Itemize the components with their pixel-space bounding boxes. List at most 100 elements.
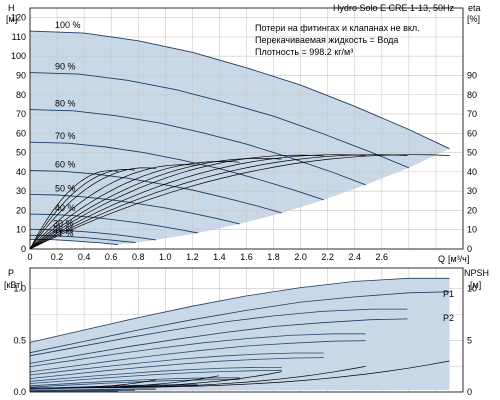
x-tick-label: 2.0 [294,252,307,262]
efficiency-curve-6 [29,161,240,250]
y2-axis-label-npsh: NPSH [464,268,489,278]
label-p1: P1 [443,289,454,299]
head-curve-2 [29,72,410,169]
speed-label: 40 % [55,203,76,213]
x-tick-label: 0 [27,252,32,262]
x-tick-label: 0.4 [78,252,91,262]
x-tick-label: 2.4 [348,252,361,262]
power-curve [29,291,450,354]
x-axis-label-q: Q [438,254,445,264]
power-curve [29,367,282,382]
y-tick-label: 0 [21,244,26,254]
efficiency-curve-1 [29,154,450,250]
y-tick-label: 20 [16,205,26,215]
y2-tick-label: 90 [467,70,477,80]
x-tick-label: 0.6 [105,252,118,262]
y-tick-label: 30 [16,186,26,196]
x-tick-label: 1.4 [213,252,226,262]
power-curve [29,318,408,364]
efficiency-curve-5 [29,157,282,250]
y2-tick-label: 40 [467,167,477,177]
efficiency-curve-4 [29,154,324,250]
y2-tick-label: 10 [467,225,477,235]
x-tick-label: 2.6 [376,252,389,262]
y2-tick-label: 10 [467,284,477,294]
efficiency-curve-9 [29,169,135,250]
y-tick-label: 10 [16,225,26,235]
y-axis-unit-p: [кВт] [4,280,23,290]
y-tick-label: 1.0 [13,284,26,294]
y-tick-label: 0.5 [13,335,26,345]
power-curve [29,379,240,388]
y2-tick-label: 20 [467,205,477,215]
x-tick-label: 0.8 [132,252,145,262]
y2-tick-label: 0 [467,387,472,397]
y2-tick-label: 70 [467,109,477,119]
operating-region [30,31,450,245]
speed-label: 70 % [55,131,76,141]
power-plot-frame [29,267,464,393]
x-tick-label: 0.2 [51,252,64,262]
head-curve-1 [29,30,450,150]
y-tick-label: 40 [16,167,26,177]
speed-label: 100 % [55,20,81,30]
y-axis-label-h: H [8,3,15,13]
speed-label: 60 % [55,160,76,170]
x-axis-unit-q: [м³/ч] [448,254,469,264]
y-tick-label: 120 [11,13,26,23]
efficiency-curve-7 [29,164,198,250]
speed-label: 30 % [53,218,74,228]
power-curve [29,308,408,357]
annotation-density: Плотность = 998.2 кг/м³ [255,47,353,57]
x-tick-label: 2.2 [321,252,334,262]
power-curve [29,369,282,384]
head-curve-5 [29,170,282,214]
annotation-liquid: Перекачиваемая жидкость = Вода [255,35,398,45]
annotation-losses: Потери на фитингах и клапанах не вкл. [255,23,420,33]
head-plot-frame [29,7,464,250]
x-tick-label: 1.8 [267,252,280,262]
y2-tick-label: 30 [467,186,477,196]
chart-title: Hydro Solo E CRE 1-13, 50Hz [333,3,455,13]
efficiency-curve-10 [29,170,119,250]
power-curve [29,390,119,392]
efficiency-curve-2 [29,154,408,250]
y-axis-unit-h: [м] [6,14,17,24]
power-region [30,278,450,391]
y2-tick-label: 5 [467,335,472,345]
y2-tick-label: 60 [467,128,477,138]
speed-label: 25 % [53,224,74,234]
npsh-curve [30,379,156,389]
y-axis-label-p: P [8,268,14,278]
head-curve-4 [29,141,324,201]
y2-axis-label-eta: eta [468,3,481,13]
speed-label: 90 % [55,62,76,72]
y-tick-label: 80 [16,90,26,100]
x-tick-label: 1.6 [240,252,253,262]
power-panel: 0.0 0.5 1.0 0 5 10 [13,267,477,397]
power-curve [29,333,366,367]
x-tick-label: 1.0 [159,252,172,262]
power-curve [29,357,324,379]
power-curve [29,377,240,387]
y2-tick-label: 0 [467,244,472,254]
power-curve [29,352,324,376]
y-tick-label: 90 [16,70,26,80]
speed-label: 80 % [55,99,76,109]
head-panel: 100 % 90 % 80 % 70 % 60 % 50 % 40 % 30 %25 %21 … [11,7,477,262]
head-curve-10 [30,238,119,246]
y-tick-label: 110 [12,32,26,42]
power-curve [29,340,366,373]
speed-label: 21 % [53,228,74,238]
power-curve [29,277,450,343]
y-tick-label: 60 [16,128,26,138]
y2-axis-unit-npsh: [м] [470,280,481,290]
y2-tick-label: 50 [467,148,477,158]
y-tick-label: 70 [16,109,26,119]
head-curve-8 [29,228,156,241]
label-p2: P2 [443,313,454,323]
x-tick-label: 1.2 [186,252,199,262]
y-tick-label: 50 [16,148,26,158]
y2-tick-label: 80 [467,90,477,100]
